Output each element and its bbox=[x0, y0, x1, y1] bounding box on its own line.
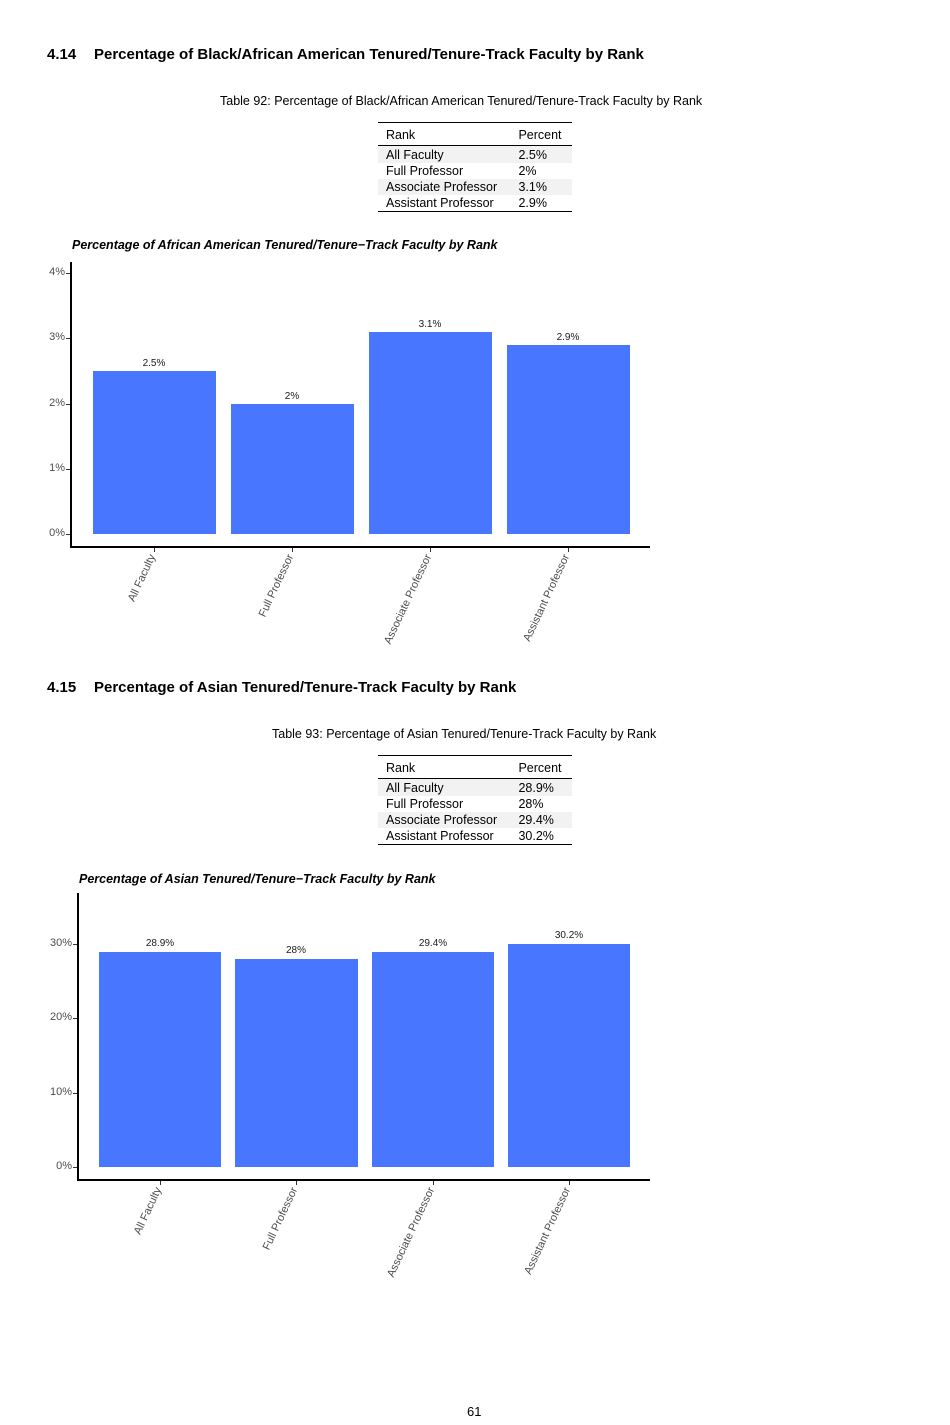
y-tick-label: 30% bbox=[49, 937, 72, 949]
rank-cell: Associate Professor bbox=[378, 812, 511, 828]
x-tick bbox=[568, 548, 569, 552]
bar-value-label: 28.9% bbox=[145, 938, 175, 949]
x-tick-label: All Faculty bbox=[132, 1185, 165, 1237]
rank-cell: All Faculty bbox=[378, 778, 511, 796]
bar-value-label: 2.9% bbox=[556, 332, 580, 343]
y-axis-line bbox=[77, 893, 79, 1181]
percent-cell: 2.9% bbox=[518, 196, 547, 210]
page-number: 61 bbox=[467, 1404, 482, 1419]
table-row: Associate Professor 29.4% bbox=[378, 812, 572, 828]
bar-value-label: 30.2% bbox=[554, 930, 584, 941]
section-heading-4-15: 4.15 Percentage of Asian Tenured/Tenure-T… bbox=[47, 679, 516, 696]
bar-value-label: 2.5% bbox=[142, 358, 166, 369]
section-number: 4.15 bbox=[47, 679, 77, 696]
table-header-row: Rank Percent bbox=[378, 755, 572, 779]
x-tick bbox=[569, 1181, 570, 1185]
percent-cell: 2.5% bbox=[510, 145, 572, 163]
bar-value-label: 29.4% bbox=[418, 938, 448, 949]
rank-cell: Assistant Professor bbox=[386, 829, 494, 843]
x-tick bbox=[430, 548, 431, 552]
bar-value-label: 3.1% bbox=[418, 319, 442, 330]
x-tick-label: Assistant Professor bbox=[521, 552, 573, 644]
y-tick bbox=[66, 338, 70, 339]
column-header-rank: Rank bbox=[378, 755, 511, 779]
percent-cell: 28.9% bbox=[510, 778, 572, 796]
bar-value-label: 2% bbox=[284, 391, 300, 402]
section-heading-4-14: 4.14 Percentage of Black/African American… bbox=[47, 46, 644, 63]
y-tick bbox=[73, 1167, 77, 1168]
table-header-row: Rank Percent bbox=[378, 122, 572, 146]
x-tick bbox=[292, 548, 293, 552]
section-title: Percentage of Asian Tenured/Tenure-Track… bbox=[94, 679, 517, 696]
y-tick-label: 0% bbox=[49, 527, 65, 539]
table-row: Assistant Professor 30.2% bbox=[378, 828, 572, 845]
x-tick bbox=[154, 548, 155, 552]
table-row: Assistant Professor 2.9% bbox=[378, 195, 572, 212]
table-row: Full Professor 28% bbox=[378, 796, 572, 812]
y-tick bbox=[66, 469, 70, 470]
x-tick bbox=[160, 1181, 161, 1185]
rank-cell: Associate Professor bbox=[378, 179, 511, 195]
table-92: Rank Percent All Faculty 2.5% Full Profe… bbox=[378, 122, 572, 212]
table-row: Associate Professor 3.1% bbox=[378, 179, 572, 195]
x-tick bbox=[296, 1181, 297, 1185]
x-tick bbox=[433, 1181, 434, 1185]
y-tick bbox=[66, 273, 70, 274]
bar-all-faculty bbox=[99, 952, 221, 1167]
y-tick-label: 10% bbox=[49, 1086, 72, 1098]
y-tick bbox=[73, 1018, 77, 1019]
bar-all-faculty bbox=[93, 371, 216, 534]
column-header-percent: Percent bbox=[510, 122, 572, 146]
y-tick-label: 2% bbox=[49, 397, 65, 409]
table-row: Full Professor 2% bbox=[378, 163, 572, 179]
table-93: Rank Percent All Faculty 28.9% Full Prof… bbox=[378, 755, 572, 845]
x-tick-label: All Faculty bbox=[126, 552, 159, 604]
y-tick bbox=[73, 1093, 77, 1094]
y-tick-label: 1% bbox=[49, 462, 65, 474]
y-tick-label: 20% bbox=[49, 1011, 72, 1023]
y-tick-label: 0% bbox=[56, 1160, 72, 1172]
table-caption-92: Table 92: Percentage of Black/African Am… bbox=[220, 94, 703, 108]
y-tick bbox=[73, 944, 77, 945]
bar-full-professor bbox=[235, 959, 358, 1167]
percent-cell: 30.2% bbox=[518, 829, 554, 843]
chart-title: Percentage of African American Tenured/T… bbox=[72, 238, 498, 252]
x-axis-line bbox=[70, 546, 650, 548]
percent-cell: 2% bbox=[518, 164, 537, 178]
chart-title: Percentage of Asian Tenured/Tenure−Track… bbox=[79, 872, 436, 886]
x-tick-label: Assistant Professor bbox=[522, 1185, 574, 1277]
section-number: 4.14 bbox=[47, 46, 77, 63]
percent-cell: 3.1% bbox=[510, 179, 572, 195]
table-row: All Faculty 28.9% bbox=[378, 778, 572, 796]
y-tick-label: 4% bbox=[49, 266, 65, 278]
column-header-rank: Rank bbox=[378, 122, 511, 146]
rank-cell: Full Professor bbox=[386, 164, 464, 178]
bar-associate-professor bbox=[369, 332, 492, 534]
y-tick-label: 3% bbox=[49, 331, 65, 343]
rank-cell: Assistant Professor bbox=[386, 196, 494, 210]
x-axis-line bbox=[77, 1179, 650, 1181]
bar-value-label: 28% bbox=[285, 945, 306, 956]
rank-cell: All Faculty bbox=[378, 145, 511, 163]
x-tick-label: Full Professor bbox=[260, 1185, 301, 1253]
table-row: All Faculty 2.5% bbox=[378, 145, 572, 163]
y-axis-line bbox=[70, 262, 72, 548]
percent-cell: 29.4% bbox=[510, 812, 572, 828]
column-header-percent: Percent bbox=[510, 755, 572, 779]
x-tick-label: Associate Professor bbox=[385, 1185, 438, 1280]
rank-cell: Full Professor bbox=[386, 797, 464, 811]
bar-full-professor bbox=[231, 404, 354, 534]
bar-associate-professor bbox=[372, 952, 494, 1167]
percent-cell: 28% bbox=[518, 797, 544, 811]
table-caption-93: Table 93: Percentage of Asian Tenured/Te… bbox=[272, 727, 657, 741]
y-tick bbox=[66, 534, 70, 535]
section-title: Percentage of Black/African American Ten… bbox=[94, 46, 644, 63]
bar-assistant-professor bbox=[507, 345, 630, 534]
y-tick bbox=[66, 404, 70, 405]
x-tick-label: Associate Professor bbox=[382, 552, 435, 647]
bar-assistant-professor bbox=[508, 944, 630, 1167]
x-tick-label: Full Professor bbox=[256, 552, 297, 620]
